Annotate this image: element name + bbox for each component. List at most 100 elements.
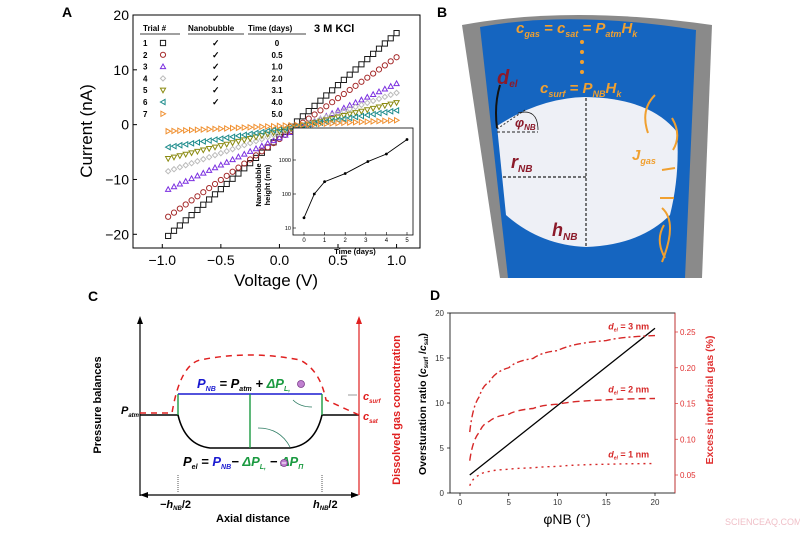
eq-c-surf: csurf = PNBHk bbox=[540, 80, 622, 99]
data-point bbox=[311, 102, 318, 110]
label-d-el: del bbox=[497, 67, 518, 90]
legend-marker bbox=[159, 75, 167, 82]
excess-gas-curve bbox=[469, 397, 656, 461]
data-point bbox=[200, 201, 207, 208]
data-point bbox=[346, 111, 354, 118]
inset-data-point bbox=[343, 172, 347, 175]
data-point bbox=[340, 104, 348, 111]
data-point bbox=[346, 101, 354, 108]
data-point bbox=[223, 134, 230, 142]
data-point bbox=[217, 143, 225, 150]
data-point bbox=[381, 108, 388, 116]
data-point bbox=[165, 232, 172, 240]
y2-tick-label-d: 0.15 bbox=[680, 400, 696, 409]
data-point bbox=[375, 88, 383, 95]
data-point bbox=[182, 151, 190, 158]
legend-header-nanobubble: Nanobubble bbox=[188, 24, 235, 33]
data-point bbox=[252, 129, 259, 137]
legend-marker bbox=[160, 110, 167, 118]
gas-flux-arrows bbox=[644, 94, 679, 263]
data-point bbox=[223, 180, 230, 188]
data-point bbox=[259, 123, 266, 131]
data-point bbox=[270, 122, 278, 130]
data-point bbox=[376, 117, 383, 125]
inset-y-tick-label: 1000 bbox=[279, 158, 291, 164]
data-point bbox=[270, 130, 278, 137]
data-point bbox=[165, 127, 172, 135]
data-point bbox=[358, 78, 365, 85]
data-point bbox=[323, 92, 330, 99]
data-point bbox=[223, 158, 231, 165]
y-tick-label-a: 10 bbox=[113, 62, 129, 78]
data-point bbox=[311, 111, 318, 118]
data-point bbox=[252, 145, 260, 152]
data-point bbox=[370, 70, 377, 77]
data-point bbox=[358, 118, 366, 126]
legend-nanobubble-check: ✓ bbox=[212, 85, 220, 95]
x-axis-label-c: Axial distance bbox=[216, 513, 290, 525]
data-point bbox=[182, 140, 189, 148]
y-tick-label-a: −10 bbox=[105, 171, 129, 187]
data-point bbox=[211, 191, 219, 198]
data-point bbox=[357, 96, 365, 103]
inset-y-label: Nanobubbleheight (nm) bbox=[254, 163, 272, 206]
inset-y-tick-label: 10 bbox=[285, 226, 291, 232]
data-point bbox=[276, 122, 284, 130]
data-point bbox=[381, 93, 389, 101]
legend-trial-number: 1 bbox=[143, 39, 148, 48]
data-point bbox=[229, 168, 236, 175]
data-point bbox=[229, 145, 236, 153]
inset-x-tick-label: 0 bbox=[302, 238, 306, 244]
data-point bbox=[346, 86, 353, 94]
data-point bbox=[211, 164, 219, 171]
data-point bbox=[334, 82, 342, 89]
series-trial-6 bbox=[164, 106, 400, 151]
legend-time: 4.0 bbox=[271, 98, 283, 107]
inset-x-label: Time (days) bbox=[334, 247, 376, 256]
inset-x-tick-label: 3 bbox=[364, 238, 368, 244]
data-point bbox=[229, 140, 237, 147]
data-point bbox=[241, 160, 248, 167]
data-point bbox=[311, 117, 318, 125]
data-point bbox=[234, 132, 242, 140]
data-point bbox=[322, 118, 329, 126]
series-trial-5 bbox=[164, 100, 401, 163]
data-point bbox=[258, 149, 265, 156]
oversaturation-ratio-line bbox=[469, 327, 656, 476]
data-point bbox=[182, 177, 190, 184]
data-point bbox=[170, 165, 178, 173]
data-point bbox=[375, 45, 383, 52]
data-point bbox=[264, 144, 271, 151]
legend-marker bbox=[159, 87, 167, 94]
data-point bbox=[194, 206, 201, 214]
data-point bbox=[235, 170, 242, 177]
data-point bbox=[346, 105, 354, 113]
data-point bbox=[340, 90, 347, 98]
x-tick-label-a: 0.0 bbox=[270, 252, 290, 268]
legend-trial-number: 5 bbox=[143, 86, 148, 95]
x-tick-label-d: 0 bbox=[458, 498, 463, 507]
legend-time: 3.1 bbox=[271, 86, 283, 95]
data-point bbox=[382, 117, 389, 125]
data-point bbox=[182, 161, 190, 169]
data-point bbox=[170, 227, 178, 234]
data-point bbox=[188, 150, 196, 157]
tick-minus-h-half: −hNB/2 bbox=[160, 499, 191, 512]
data-point bbox=[211, 151, 219, 159]
data-point bbox=[258, 142, 266, 149]
data-point bbox=[334, 109, 342, 117]
data-point bbox=[340, 113, 348, 120]
y2-tick-label-d: 0.25 bbox=[680, 328, 696, 337]
data-point bbox=[164, 156, 172, 163]
data-point bbox=[240, 131, 247, 139]
panel-label-c: C bbox=[88, 288, 98, 304]
data-point bbox=[275, 134, 283, 141]
data-point bbox=[322, 117, 330, 124]
inset-x-tick-label: 2 bbox=[344, 238, 348, 244]
data-point bbox=[211, 136, 218, 144]
series-trial-2 bbox=[165, 54, 400, 220]
data-point bbox=[188, 212, 195, 219]
data-point bbox=[317, 97, 324, 104]
data-point bbox=[293, 118, 301, 125]
